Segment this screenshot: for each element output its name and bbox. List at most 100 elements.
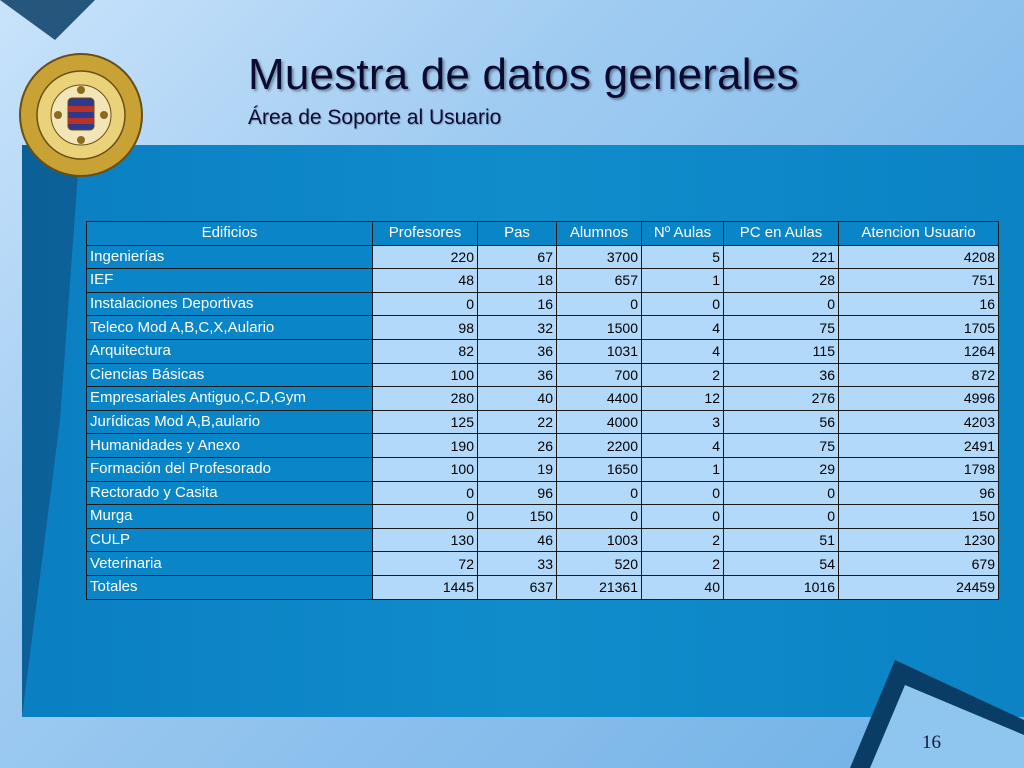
table-cell-value: 2 [641, 551, 724, 576]
table-cell-value: 4 [641, 315, 724, 340]
column-header-aulas: Nº Aulas [641, 221, 724, 246]
table-cell-value: 26 [477, 433, 557, 458]
table-cell-value: 24459 [838, 574, 999, 600]
table-cell-building: Arquitectura [86, 338, 373, 364]
data-table: Edificios Profesores Pas Alumnos Nº Aula… [86, 221, 999, 600]
table-cell-value: 872 [838, 362, 999, 388]
column-header-atencion-usuario: Atencion Usuario [838, 221, 999, 246]
table-cell-value: 54 [723, 551, 839, 576]
table-row: Arquitectura 82 36 1031 4 115 1264 [86, 338, 999, 364]
table-cell-value: 1264 [838, 338, 999, 364]
table-cell-value: 4203 [838, 409, 999, 435]
totals-row: Totales 1445 637 21361 40 1016 24459 [86, 574, 999, 600]
table-row: Humanidades y Anexo 190 26 2200 4 75 2491 [86, 433, 999, 458]
table-cell-building: Teleco Mod A,B,C,X,Aulario [86, 315, 373, 340]
table-cell-value: 0 [556, 291, 642, 317]
table-cell-value: 1 [641, 268, 724, 293]
table-cell-value: 130 [372, 527, 478, 553]
table-row: Teleco Mod A,B,C,X,Aulario 98 32 1500 4 75 170… [86, 315, 999, 340]
table-cell-value: 16 [838, 291, 999, 317]
table-cell-value: 0 [372, 291, 478, 317]
table-cell-value: 657 [556, 268, 642, 293]
table-cell-value: 1798 [838, 456, 999, 482]
table-cell-value: 751 [838, 268, 999, 293]
table-cell-value: 0 [723, 504, 839, 529]
table-cell-value: 16 [477, 291, 557, 317]
table-cell-value: 82 [372, 338, 478, 364]
table-cell-value: 72 [372, 551, 478, 576]
table-cell-value: 4000 [556, 409, 642, 435]
table-cell-value: 2491 [838, 433, 999, 458]
table-cell-value: 1650 [556, 456, 642, 482]
table-cell-value: 36 [477, 362, 557, 388]
table-cell-value: 221 [723, 244, 839, 270]
table-cell-value: 18 [477, 268, 557, 293]
table-cell-building: Totales [86, 574, 373, 600]
table-cell-building: Empresariales Antiguo,C,D,Gym [86, 386, 373, 411]
table-cell-value: 4996 [838, 386, 999, 411]
table-row: Empresariales Antiguo,C,D,Gym 280 40 4400 12… [86, 386, 999, 411]
table-cell-value: 1500 [556, 315, 642, 340]
table-row: Murga 0 150 0 0 0 150 [86, 504, 999, 529]
table-cell-value: 5 [641, 244, 724, 270]
table-cell-value: 0 [556, 480, 642, 506]
table-cell-building: CULP [86, 527, 373, 553]
table-row: Veterinaria 72 33 520 2 54 679 [86, 551, 999, 576]
table-cell-value: 280 [372, 386, 478, 411]
table-cell-value: 220 [372, 244, 478, 270]
table-cell-value: 3 [641, 409, 724, 435]
table-cell-value: 32 [477, 315, 557, 340]
table-cell-value: 0 [641, 504, 724, 529]
table-cell-value: 0 [556, 504, 642, 529]
table-cell-value: 40 [641, 574, 724, 600]
table-row: Jurídicas Mod A,B,aulario 125 22 4000 3 56 420… [86, 409, 999, 435]
table-cell-value: 21361 [556, 574, 642, 600]
table-cell-value: 96 [838, 480, 999, 506]
column-header-pc-en-aulas: PC en Aulas [723, 221, 839, 246]
table-row: Ciencias Básicas 100 36 700 2 36 872 [86, 362, 999, 388]
table-cell-value: 0 [372, 480, 478, 506]
table-cell-value: 125 [372, 409, 478, 435]
table-cell-value: 115 [723, 338, 839, 364]
table-cell-building: IEF [86, 268, 373, 293]
bottom-right-triangle-light [870, 685, 1024, 768]
table-cell-value: 1003 [556, 527, 642, 553]
table-cell-value: 0 [372, 504, 478, 529]
table-cell-value: 98 [372, 315, 478, 340]
table-cell-value: 33 [477, 551, 557, 576]
table-cell-value: 51 [723, 527, 839, 553]
table-row: CULP 130 46 1003 2 51 1230 [86, 527, 999, 553]
slide-subtitle: Área de Soporte al Usuario [248, 106, 502, 129]
table-cell-value: 40 [477, 386, 557, 411]
column-header-pas: Pas [477, 221, 557, 246]
table-cell-value: 1445 [372, 574, 478, 600]
table-cell-building: Murga [86, 504, 373, 529]
table-cell-value: 96 [477, 480, 557, 506]
table-cell-value: 2200 [556, 433, 642, 458]
table-cell-value: 190 [372, 433, 478, 458]
table-cell-value: 637 [477, 574, 557, 600]
table-row: Ingenierías 220 67 3700 5 221 4208 [86, 244, 999, 270]
table-cell-value: 2 [641, 362, 724, 388]
table-cell-value: 1 [641, 456, 724, 482]
university-seal-logo [19, 53, 143, 177]
table-cell-value: 4 [641, 433, 724, 458]
table-cell-building: Ciencias Básicas [86, 362, 373, 388]
table-cell-value: 1016 [723, 574, 839, 600]
table-row: Formación del Profesorado 100 19 1650 1 29 179… [86, 456, 999, 482]
table-cell-value: 75 [723, 433, 839, 458]
table-cell-value: 2 [641, 527, 724, 553]
table-cell-building: Instalaciones Deportivas [86, 291, 373, 317]
left-edge-triangle [22, 145, 80, 717]
table-cell-value: 100 [372, 456, 478, 482]
table-cell-building: Ingenierías [86, 244, 373, 270]
table-cell-building: Formación del Profesorado [86, 456, 373, 482]
table-cell-value: 46 [477, 527, 557, 553]
table-cell-value: 520 [556, 551, 642, 576]
table-cell-building: Rectorado y Casita [86, 480, 373, 506]
table-cell-value: 0 [723, 480, 839, 506]
table-cell-value: 679 [838, 551, 999, 576]
table-row: Instalaciones Deportivas 0 16 0 0 0 16 [86, 291, 999, 317]
table-row: IEF 48 18 657 1 28 751 [86, 268, 999, 293]
